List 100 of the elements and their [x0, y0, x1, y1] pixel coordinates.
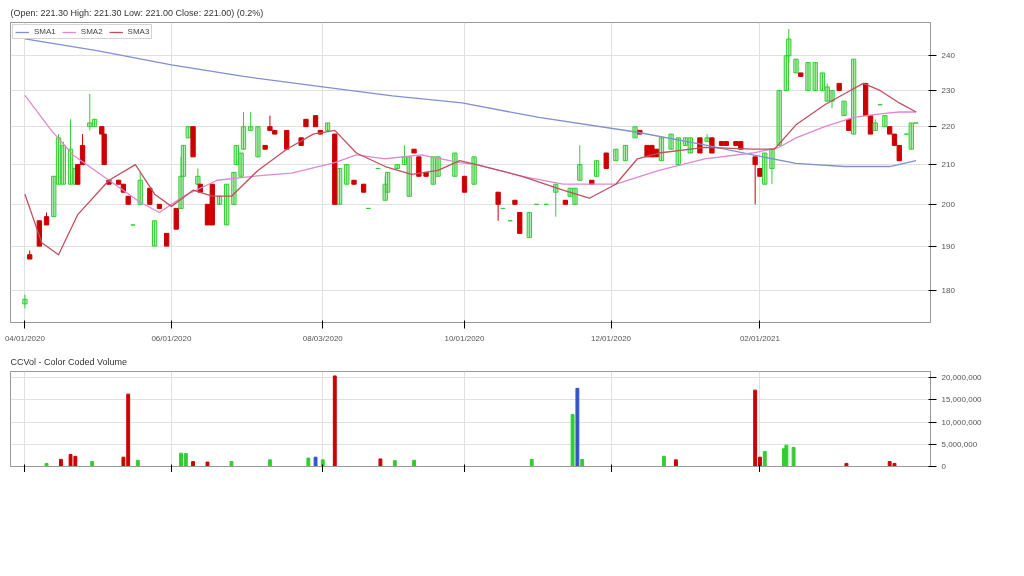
y-tick-label: 0: [941, 462, 947, 471]
candlestick: [819, 72, 826, 91]
y-tick-label: 240: [941, 51, 956, 61]
candlestick: [824, 82, 830, 102]
bar: [844, 462, 849, 467]
legend-label: SMA2: [80, 27, 103, 36]
bar: [575, 387, 580, 467]
candlestick: [344, 164, 350, 185]
bar: [753, 389, 758, 467]
candlestick: [224, 183, 230, 226]
candlestick: [882, 115, 888, 128]
candlestick: [495, 191, 501, 222]
bar: [661, 455, 666, 467]
y-tick-label: 15,000,000: [941, 395, 983, 405]
candlestick: [526, 212, 533, 239]
y-tick-label: 200: [941, 199, 956, 209]
bar: [267, 459, 272, 467]
y-tick-label: 190: [941, 241, 956, 251]
x-tick-label: 08/03/2020: [302, 333, 344, 343]
bar: [44, 462, 49, 467]
x-tick-label: 02/01/2021: [739, 333, 781, 343]
candlestick: [60, 141, 67, 185]
y-tick-label: 10,000,000: [941, 417, 983, 427]
candlestick: [517, 212, 523, 234]
bar: [205, 461, 210, 467]
candlestick: [593, 160, 600, 177]
candlestick: [51, 175, 57, 218]
candlestick: [622, 144, 629, 162]
candlestick: [793, 58, 799, 74]
candlestick: [231, 171, 237, 205]
bar: [529, 458, 534, 467]
candlestick: [173, 207, 179, 230]
candlestick: [255, 126, 261, 158]
bar: [784, 444, 789, 467]
y-tick-label: 210: [941, 160, 956, 170]
bar: [392, 460, 397, 467]
bar: [229, 461, 234, 467]
bar: [791, 446, 796, 467]
bar: [59, 458, 63, 467]
x-tick-label: 12/01/2020: [591, 333, 632, 343]
candlestick: [185, 126, 191, 139]
candlestick: [336, 167, 343, 205]
candlestick: [762, 152, 768, 185]
x-tick-label: 04/01/2020: [4, 333, 46, 343]
legend-label: SMA3: [127, 27, 150, 36]
candlestick: [613, 148, 619, 162]
candlestick: [406, 156, 412, 197]
bar: [191, 461, 195, 467]
chart-title: CCVol - Color Coded Volume: [10, 356, 128, 367]
candlestick: [22, 294, 28, 309]
y-tick-label: 230: [941, 85, 956, 95]
candlestick: [91, 118, 98, 128]
line-series: [24, 82, 917, 256]
candlestick: [55, 133, 62, 185]
candlestick: [137, 171, 143, 205]
candlestick: [238, 152, 244, 177]
chart-subtitle: (Open: 221.30 High: 221.30 Low: 221.00 Close: 221.00) (0.2%): [10, 7, 264, 18]
candlestick: [240, 111, 247, 150]
candlestick: [471, 156, 477, 185]
candlestick: [776, 89, 782, 146]
y-tick-label: 20,000,000: [941, 373, 983, 383]
candlestick: [668, 133, 674, 150]
candlestick: [872, 118, 878, 131]
candlestick: [577, 144, 583, 181]
bar: [313, 456, 318, 467]
candlestick: [151, 220, 158, 247]
x-tick-label: 10/01/2020: [444, 333, 486, 343]
candlestick: [324, 122, 331, 131]
candlestick: [572, 187, 578, 205]
bar: [306, 457, 311, 467]
bar: [580, 458, 585, 467]
y-tick-label: 5,000,000: [941, 439, 978, 449]
candlestick: [248, 111, 254, 131]
candlestick: [675, 137, 681, 166]
bar: [90, 461, 95, 467]
bar: [320, 459, 325, 467]
candlestick: [769, 148, 775, 185]
line-series: [24, 94, 917, 214]
bar: [135, 459, 140, 467]
bar: [892, 462, 897, 467]
candlestick: [452, 152, 458, 177]
bar: [673, 459, 678, 467]
candlestick: [805, 62, 811, 91]
bar: [570, 414, 575, 467]
y-tick-label: 180: [941, 285, 956, 295]
bar: [378, 458, 383, 467]
candlestick: [841, 100, 847, 117]
line-series: [24, 38, 917, 168]
y-tick-label: 220: [941, 122, 956, 132]
candlestick: [829, 89, 835, 109]
candlestick: [704, 133, 710, 143]
bar: [412, 459, 416, 467]
bar: [68, 454, 73, 467]
bar: [332, 375, 337, 467]
candlestick: [553, 183, 559, 218]
bar: [762, 450, 767, 467]
legend-label: SMA1: [34, 27, 56, 36]
candlestick: [195, 167, 201, 185]
x-tick-label: 06/01/2020: [151, 333, 193, 343]
candlestick: [233, 144, 239, 166]
